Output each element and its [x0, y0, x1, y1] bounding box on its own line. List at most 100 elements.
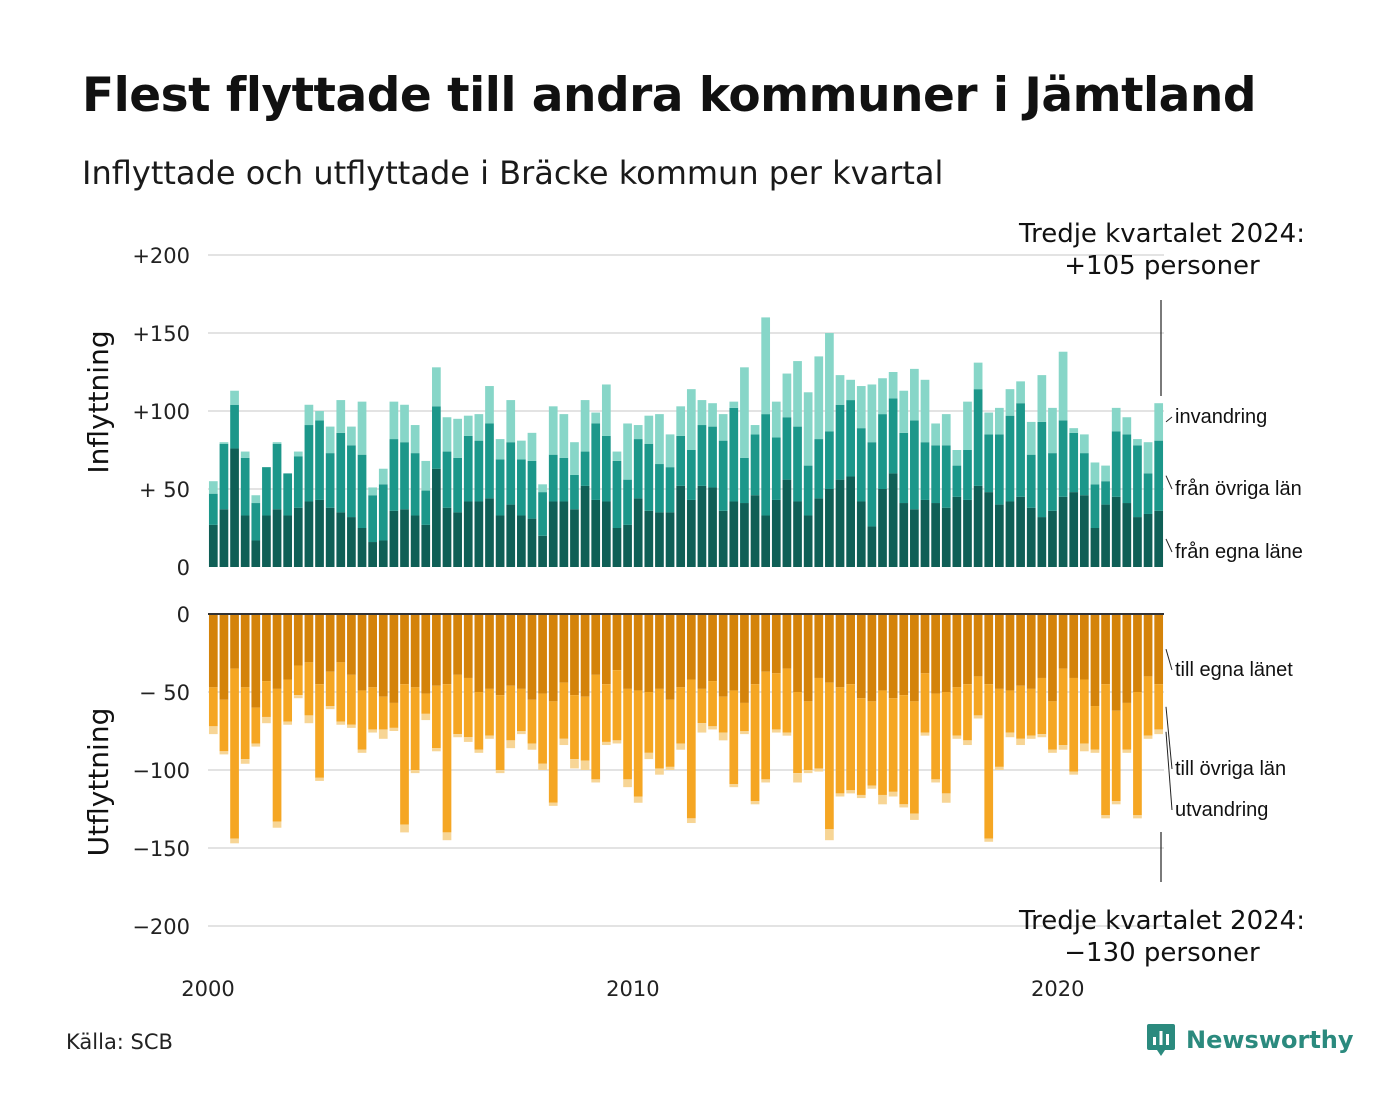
bar-segment: [293, 507, 303, 567]
bar-segment: [899, 390, 909, 433]
bar-segment: [665, 614, 675, 700]
bar-segment: [1005, 415, 1015, 502]
bar-segment: [1069, 432, 1079, 493]
bar-segment: [655, 768, 664, 775]
bar-segment: [1101, 504, 1110, 567]
bar-segment: [867, 384, 877, 443]
bar-segment: [718, 696, 728, 733]
newsworthy-logo[interactable]: Newsworthy: [1146, 1022, 1354, 1058]
bar-segment: [984, 492, 994, 567]
bar-segment: [952, 687, 962, 736]
bar-segment: [910, 701, 919, 814]
bar-segment: [1133, 445, 1142, 518]
y-tick-label: 0: [177, 556, 190, 580]
bar-segment: [506, 442, 516, 505]
bar-segment: [899, 614, 909, 696]
bar-segment: [825, 682, 834, 830]
bar-segment: [517, 440, 526, 460]
bar-segment: [230, 838, 239, 844]
bar-segment: [368, 542, 377, 567]
bar-segment: [453, 418, 462, 458]
bar-segment: [973, 614, 983, 677]
bar-segment: [771, 437, 781, 500]
bar-segment: [612, 740, 622, 744]
bar-segment: [1037, 375, 1047, 422]
bar-segment: [357, 528, 367, 567]
bar-segment: [538, 492, 547, 536]
series-label: från egna läne: [1175, 541, 1303, 563]
bar-segment: [1069, 492, 1079, 567]
bar-segment: [1111, 710, 1121, 802]
bar-segment: [432, 748, 441, 752]
bar-segment: [378, 696, 388, 730]
y-tick-label: 0: [177, 603, 190, 627]
bar-segment: [1101, 465, 1110, 482]
bar-segment: [410, 770, 420, 774]
bar-segment: [315, 684, 324, 778]
bar-segment: [984, 434, 994, 493]
bar-segment: [580, 614, 590, 697]
bar-segment: [293, 695, 303, 699]
bar-segment: [1090, 614, 1100, 707]
bar-segment: [1058, 745, 1068, 750]
bar-segment: [442, 614, 452, 685]
bar-segment: [878, 414, 887, 489]
bar-segment: [612, 614, 622, 671]
bar-segment: [1143, 676, 1153, 736]
bar-segment: [432, 367, 441, 407]
bar-segment: [272, 509, 282, 567]
bar-segment: [219, 751, 229, 755]
series-leader: [1165, 648, 1173, 671]
y-tick-label: +150: [132, 322, 190, 346]
bar-segment: [463, 415, 473, 436]
bar-segment: [867, 701, 877, 786]
bar-segment: [1111, 801, 1121, 805]
bar-segment: [825, 431, 834, 489]
bar-segment: [389, 439, 399, 511]
bar-segment: [963, 740, 972, 746]
bar-segment: [400, 509, 409, 567]
bar-segment: [272, 688, 282, 822]
bar-segment: [761, 515, 771, 567]
bar-segment: [718, 414, 728, 441]
bar-segment: [548, 501, 558, 567]
bar-segment: [1133, 439, 1142, 446]
bar-segment: [591, 499, 601, 567]
bar-segment: [750, 684, 760, 802]
bar-segment: [580, 696, 590, 761]
bar-segment: [910, 420, 919, 510]
bar-segment: [559, 414, 569, 458]
bar-segment: [920, 732, 930, 736]
bar-segment: [612, 670, 622, 741]
bar-segment: [485, 614, 494, 689]
bar-segment: [740, 367, 749, 458]
bar-segment: [1122, 503, 1132, 567]
bar-segment: [570, 474, 579, 510]
bar-segment: [548, 802, 558, 806]
bar-segment: [963, 614, 972, 685]
bar-segment: [899, 804, 909, 808]
bar-segment: [283, 679, 293, 722]
bar-segment: [941, 507, 951, 567]
bar-segment: [400, 824, 409, 833]
bar-segment: [931, 423, 940, 446]
bar-segment: [421, 713, 431, 721]
bar-segment: [761, 614, 771, 672]
bar-segment: [219, 699, 229, 752]
bar-segment: [506, 614, 516, 686]
bar-segment: [729, 784, 739, 788]
bar-segment: [474, 614, 484, 692]
bar-segment: [835, 375, 845, 405]
bar-segment: [718, 440, 728, 511]
bar-segment: [686, 614, 696, 680]
chart-title: Flest flyttade till andra kommuner i Jäm…: [82, 68, 1256, 123]
bar-segment: [633, 425, 643, 440]
bar-segment: [686, 818, 696, 824]
bar-segment: [729, 614, 739, 691]
x-tick-label: 2020: [1031, 977, 1084, 1001]
bar-segment: [995, 407, 1004, 435]
bar-segment: [272, 614, 282, 689]
annotation-line-1: Tredje kvartalet 2024:: [1018, 219, 1305, 249]
bar-segment: [559, 682, 569, 739]
bar-segment: [633, 614, 643, 691]
